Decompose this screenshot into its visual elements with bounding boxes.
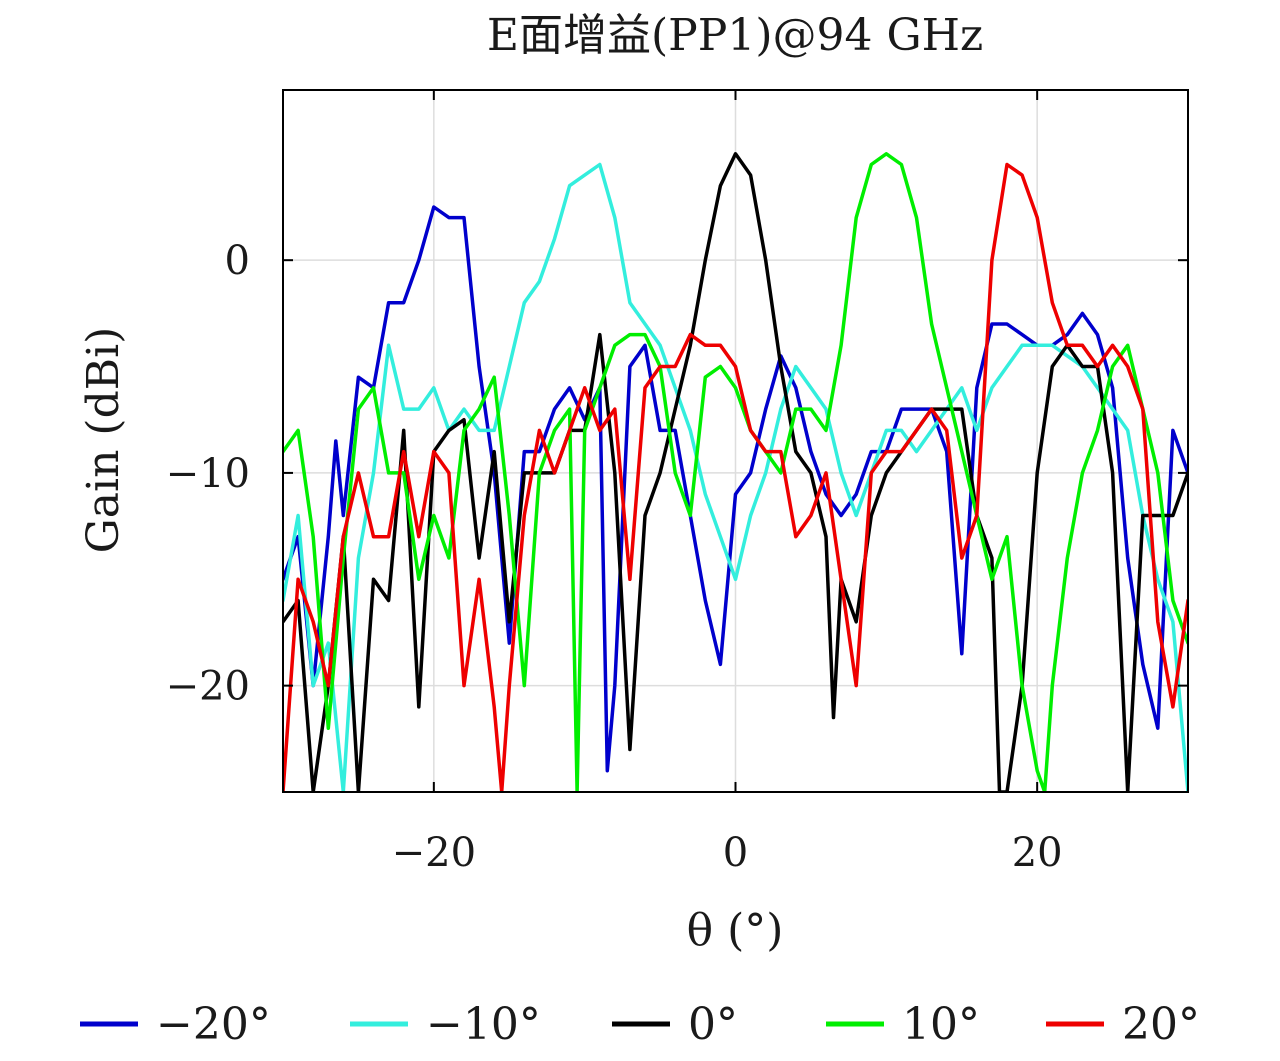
y-tick-label: −20: [166, 664, 250, 710]
series-line-3: [283, 152, 1188, 792]
x-tick-label: −20: [392, 830, 476, 876]
y-tick-label: −10: [166, 451, 250, 497]
legend-label-3: 0°: [688, 999, 738, 1050]
series-line-1: [283, 205, 1188, 773]
x-tick-label: 0: [723, 830, 748, 876]
y-axis-title: Gain (dBi): [78, 327, 129, 554]
legend-label-1: −20°: [156, 999, 271, 1050]
series-line-2: [283, 162, 1188, 792]
series-line-5: [283, 162, 1188, 792]
series-line-4: [283, 152, 1188, 792]
x-axis-title: θ (°): [687, 905, 784, 956]
y-tick-label: 0: [225, 238, 250, 284]
legend: −20° −10° 0° 10° 20°: [80, 999, 1200, 1050]
legend-label-4: 10°: [902, 999, 980, 1050]
legend-label-2: −10°: [426, 999, 541, 1050]
x-tick-label: 20: [1012, 830, 1063, 876]
axis-ticks: −20 0 20 0 −10 −20: [166, 90, 1188, 876]
legend-label-5: 20°: [1122, 999, 1200, 1050]
series-group: [283, 152, 1188, 792]
chart-title: E面增益(PP1)@94 GHz: [487, 10, 983, 61]
